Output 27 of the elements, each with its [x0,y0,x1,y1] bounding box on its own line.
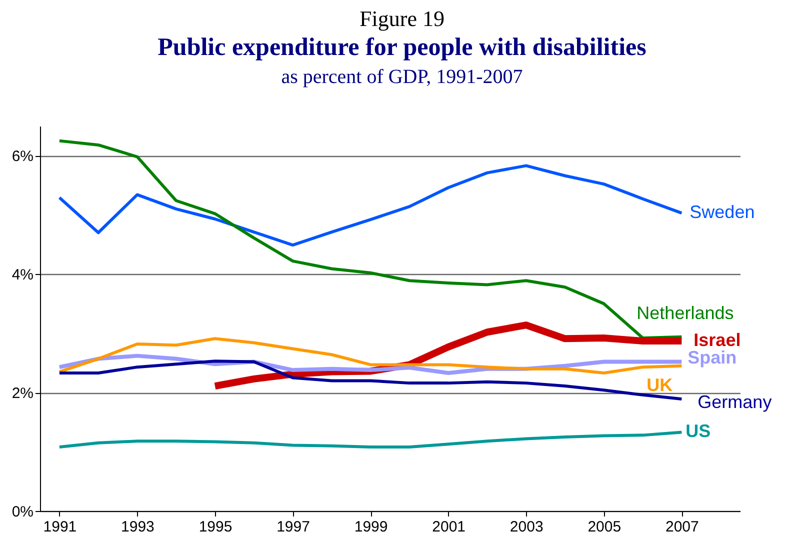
x-tick-label: 2007 [665,518,699,536]
line-series [58,164,684,247]
y-tick-label: 4% [12,266,34,284]
caption: Figure 19 [358,6,446,32]
x-tick-label: 2005 [588,518,622,536]
x-tick-label: 1997 [276,518,310,536]
line-series [58,360,684,401]
y-tick-label: 0% [12,504,34,520]
series-label: Spain [688,348,737,368]
series-label: Netherlands [636,302,734,323]
line-series [58,430,684,449]
chart-subtitle: as percent of GDP, 1991-2007 [280,65,524,90]
y-tick-label: 6% [12,148,34,166]
x-tick-label: 2003 [510,518,544,536]
series-label: Sweden [690,202,755,222]
x-tick-label: 1991 [43,518,77,536]
x-tick-label: 1999 [354,518,388,536]
x-tick-label: 2001 [432,518,466,536]
line-series [58,337,684,374]
y-tick-label: 2% [12,385,34,402]
x-tick-label: 1993 [121,518,154,536]
series-label: Israel [694,330,741,350]
series-label: US [686,421,711,442]
series-label: UK [646,374,673,395]
chart-title: Public expenditure for people with disabilities [156,33,648,63]
x-tick-label: 1995 [198,518,232,536]
series-label: Germany [698,392,772,412]
